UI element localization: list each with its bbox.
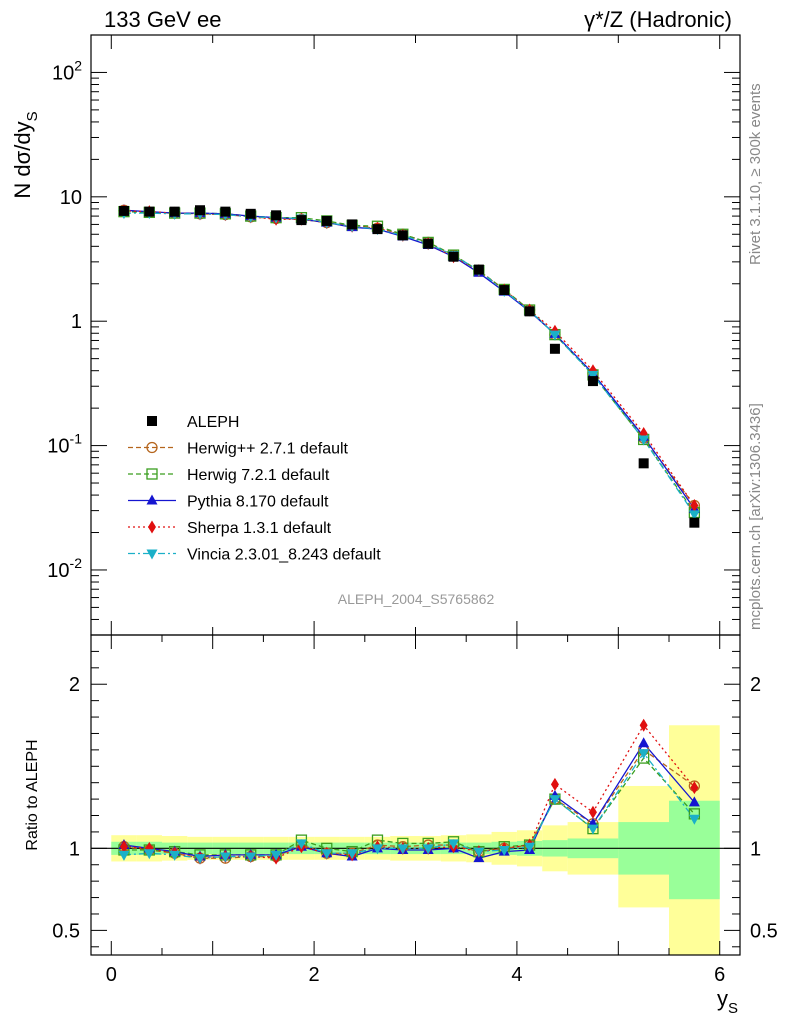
ratio-series-point (397, 844, 409, 855)
data-point (397, 230, 408, 241)
main-series-point (638, 435, 650, 446)
main-series-line (123, 212, 695, 515)
ratio-y-tick-label-right: 1 (750, 838, 761, 860)
ratio-x-tick-label: 2 (309, 964, 320, 986)
main-y-axis-label: N dσ/dyS (10, 111, 41, 198)
ratio-y-tick-label: 1 (69, 838, 80, 860)
legend-marker (148, 520, 156, 534)
ratio-y-tick-label-right: 2 (750, 674, 761, 696)
main-y-tick-label: 1 (71, 311, 82, 333)
main-series-line (123, 209, 695, 510)
ratio-series-point (549, 795, 561, 806)
main-y-tick-label: 102 (52, 57, 82, 84)
ratio-series-point (143, 849, 155, 860)
ratio-series-line (123, 724, 695, 859)
data-point (220, 206, 231, 217)
ratio-series-point (118, 850, 130, 861)
ratio-series-point (690, 781, 699, 795)
legend-marker (147, 416, 157, 426)
main-plot: 10-2 10-1 1 10 102 N dσ/dyS ALEPH_2004_S5765… (10, 34, 741, 636)
ratio-y-tick-label-right: 0.5 (750, 920, 778, 942)
ratio-series-point (295, 839, 307, 850)
ratio-series-point (587, 824, 599, 835)
legend-label: Herwig++ 2.7.1 default (187, 441, 349, 458)
data-point (321, 215, 332, 226)
ratio-x-tick-label: 6 (714, 964, 725, 986)
legend-marker (146, 549, 158, 560)
ratio-series-point (498, 845, 510, 856)
ratio-series-point (371, 844, 383, 855)
main-series-point (549, 330, 561, 341)
main-series-point (587, 370, 599, 381)
data-point (423, 238, 434, 249)
legend-marker (146, 494, 158, 505)
header-right-label: γ*/Z (Hadronic) (584, 7, 732, 32)
legend-marker (146, 468, 158, 480)
ratio-series-point (588, 805, 597, 819)
main-y-tick-label: 10 (60, 187, 82, 209)
legend-label: Vincia 2.3.01_8.243 default (187, 547, 381, 564)
ratio-series-point (346, 849, 358, 860)
main-series-line (123, 209, 695, 506)
ratio-y-axis-label: Ratio to ALEPH (24, 739, 41, 850)
legend-label: ALEPH (187, 414, 239, 431)
data-point (245, 208, 256, 219)
ratio-series-point (638, 749, 650, 760)
data-point (144, 206, 155, 217)
ratio-y-tick-label: 2 (69, 674, 80, 696)
legend: ALEPH Herwig++ 2.7.1 default Herwig 7.2.1 … (128, 414, 381, 564)
mcplots-label: mcplots.cern.ch [arXiv:1306.3436] (747, 403, 764, 630)
data-point (347, 219, 358, 230)
legend-label: Pythia 8.170 default (187, 494, 329, 511)
ratio-series-point (422, 844, 434, 855)
rivet-version-label: Rivet 3.1.10, ≥ 300k events (747, 83, 764, 265)
ratio-series-point (245, 852, 257, 863)
ratio-series-point (688, 814, 700, 825)
ratio-series-point (270, 850, 282, 861)
ratio-series-point (321, 849, 333, 860)
main-plot-frame (90, 34, 741, 636)
ratio-series-point (638, 737, 650, 748)
data-point (118, 205, 129, 216)
data-point (473, 264, 484, 275)
ratio-series-point (550, 777, 559, 791)
x-axis-label: yS (717, 986, 738, 1017)
header-left-label: 133 GeV ee (104, 7, 221, 32)
legend-label: Sherpa 1.3.1 default (187, 520, 332, 537)
ratio-plot: 0 2 4 6 0.5 0.5 1 1 2 2 Ratio to ALEPH yS (24, 634, 778, 1017)
data-point (169, 206, 180, 217)
ratio-series-point (119, 840, 128, 854)
data-point (271, 210, 282, 221)
data-point (587, 376, 598, 387)
ratio-y-tick-label: 0.5 (52, 920, 80, 942)
legend-label: Herwig 7.2.1 default (187, 467, 330, 484)
ratio-series-point (688, 796, 700, 807)
data-point (524, 306, 535, 317)
ratio-x-tick-label: 0 (106, 964, 117, 986)
watermark: ALEPH_2004_S5765862 (338, 591, 495, 607)
main-series-point (688, 510, 700, 521)
ratio-series-point (194, 854, 206, 865)
main-y-tick-label: 10-2 (47, 555, 82, 582)
data-point (499, 285, 510, 296)
ratio-series-point (169, 850, 181, 861)
main-series-point (690, 498, 699, 512)
legend-marker (146, 441, 158, 454)
data-point (296, 215, 307, 226)
data-point (689, 517, 700, 528)
ratio-series-point (219, 852, 231, 863)
main-y-tick-label: 10-1 (47, 431, 82, 458)
data-point (195, 205, 206, 216)
ratio-series-point (639, 718, 648, 732)
ratio-series-point (448, 839, 460, 850)
ratio-series-point (473, 847, 485, 858)
ratio-x-tick-label: 4 (511, 964, 522, 986)
data-point (549, 343, 560, 354)
data-point (372, 224, 383, 235)
data-point (638, 458, 649, 469)
data-point (448, 251, 459, 262)
ratio-series-point (524, 842, 536, 853)
main-series-line (123, 210, 695, 506)
